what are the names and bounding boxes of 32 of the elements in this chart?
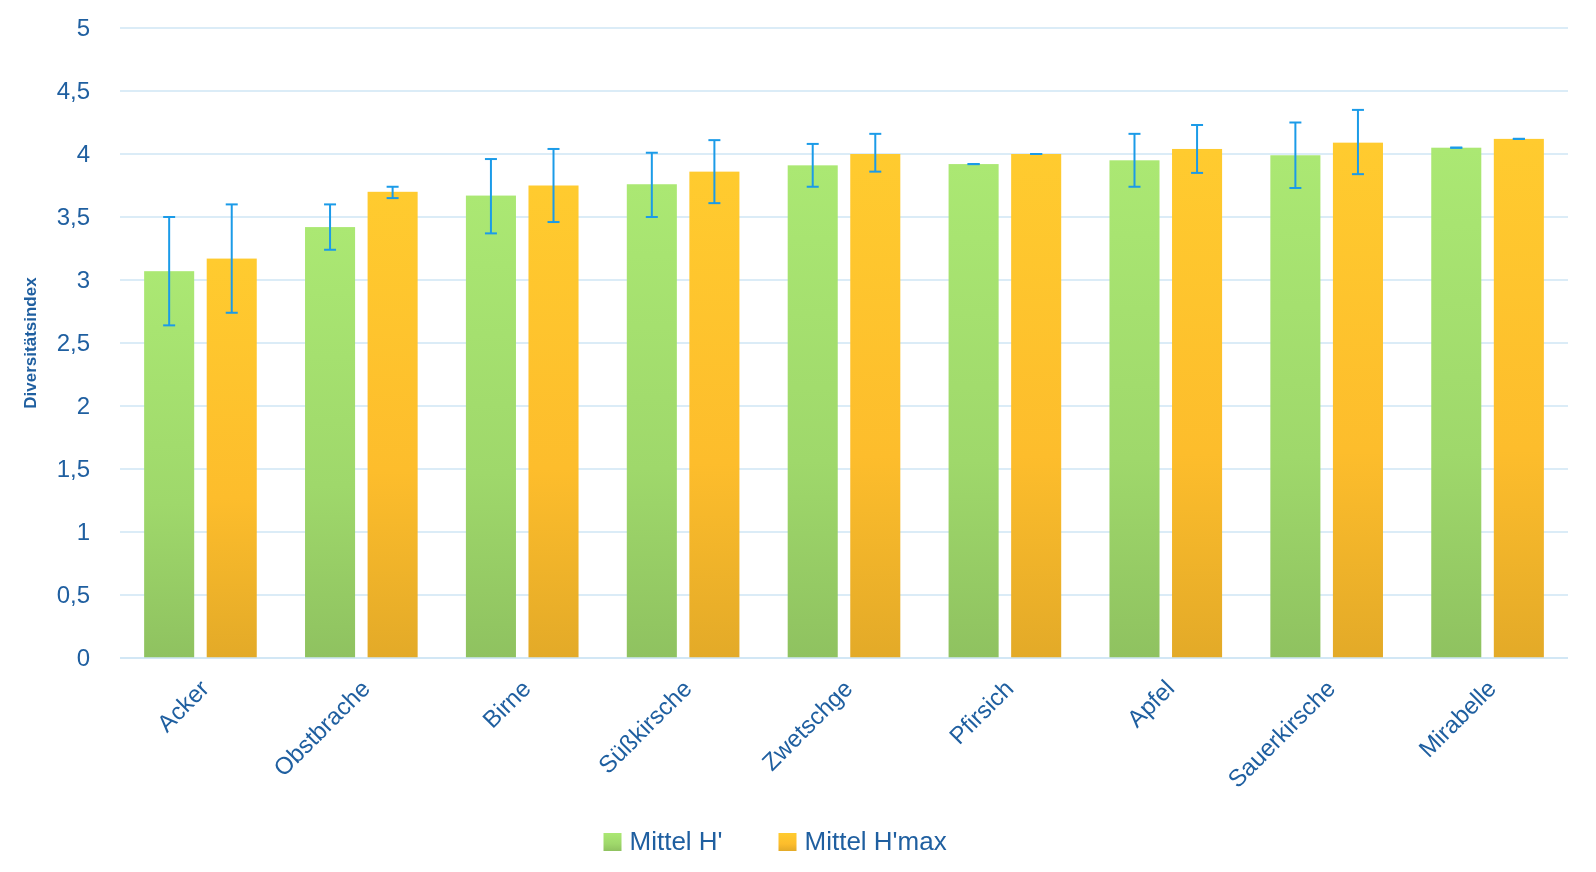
bar [305,227,356,658]
bar [626,184,677,658]
bar [367,191,418,658]
bar [528,185,579,658]
bar [1172,148,1223,658]
y-tick-label: 4,5 [56,77,90,105]
bar [1109,160,1160,658]
legend-label: Mittel H' [629,826,723,856]
bar [1493,138,1544,658]
bar [689,171,740,658]
y-tick-label: 4 [76,140,90,168]
bar [1270,155,1321,658]
y-tick-label: 0 [76,644,90,672]
y-tick-label: 2,5 [56,329,90,357]
legend-label: Mittel H'max [804,826,947,856]
bar [787,165,838,658]
bar [850,154,901,658]
y-tick-label: 3 [76,266,90,294]
y-tick-label: 1 [76,518,90,546]
y-tick-label: 5 [76,14,90,42]
bar [1431,147,1482,658]
y-tick-label: 3,5 [56,203,90,231]
bar [144,271,195,658]
bar [1011,154,1062,658]
bar [948,164,999,658]
bar [465,195,516,658]
y-tick-label: 2 [76,392,90,420]
y-axis-title: Diversitätsindex [21,276,40,409]
y-tick-label: 0,5 [56,581,90,609]
y-tick-label: 1,5 [56,455,90,483]
bar [1332,142,1383,658]
bar [206,258,257,658]
